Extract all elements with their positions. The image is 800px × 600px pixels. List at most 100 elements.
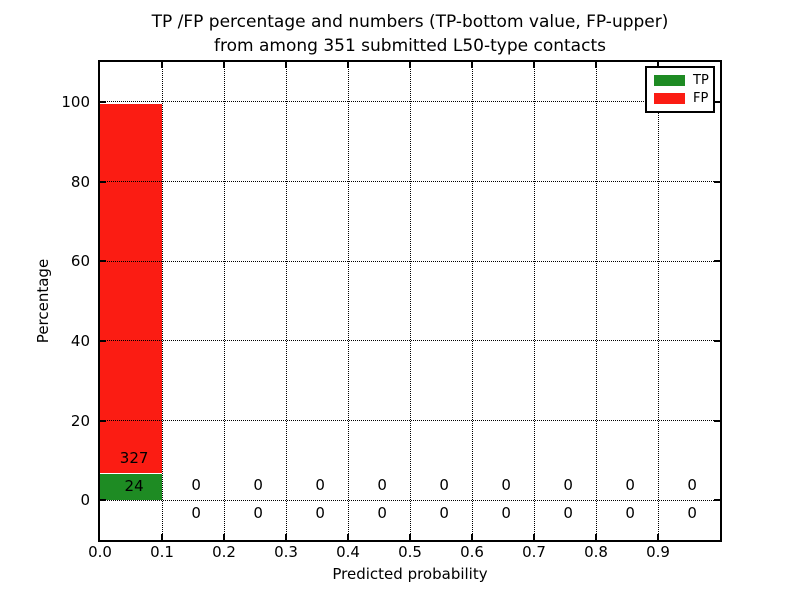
upper-zero-label: 0 bbox=[563, 476, 573, 495]
legend-item-fp: FP bbox=[654, 92, 713, 105]
x-tick-label: 0.3 bbox=[274, 543, 298, 561]
lower-zero-label: 0 bbox=[377, 503, 387, 522]
upper-zero-label: 0 bbox=[315, 476, 325, 495]
x-tick-label: 0.6 bbox=[460, 543, 484, 561]
x-tick-label: 0.8 bbox=[584, 543, 608, 561]
x-tick-label: 0.1 bbox=[150, 543, 174, 561]
x-tickmark-bottom bbox=[533, 534, 535, 540]
y-tick-label: 80 bbox=[70, 172, 90, 191]
legend-swatch-fp bbox=[654, 93, 685, 105]
x-tick-label: 0.9 bbox=[646, 543, 670, 561]
annotations-layer: 327 24 0 0 0 0 0 0 0 0 0 0 0 0 0 0 0 0 0 0 bbox=[100, 62, 720, 540]
x-tickmark-bottom bbox=[285, 534, 287, 540]
y-tick-label: 20 bbox=[70, 411, 90, 430]
lower-zero-label: 0 bbox=[253, 503, 263, 522]
y-tickmark-right bbox=[714, 419, 720, 422]
x-tickmark-top bbox=[471, 62, 473, 68]
y-tick-label: 60 bbox=[70, 252, 90, 271]
x-tickmark-bottom bbox=[409, 534, 411, 540]
chart-title: TP /FP percentage and numbers (TP-bottom… bbox=[90, 10, 730, 58]
chart-title-line2: from among 351 submitted L50-type contac… bbox=[214, 36, 606, 56]
gridline-horizontal bbox=[100, 340, 720, 342]
gridline-vertical bbox=[471, 62, 473, 540]
lower-zero-label: 0 bbox=[439, 503, 449, 522]
x-tickmark-top bbox=[161, 62, 163, 68]
tp-bar-segment bbox=[100, 472, 162, 501]
gridline-horizontal bbox=[100, 420, 720, 421]
x-tick-label: 0.2 bbox=[212, 543, 236, 561]
gridline-vertical bbox=[347, 62, 349, 540]
x-tick-label: 0.5 bbox=[398, 543, 422, 561]
gridline-vertical bbox=[533, 62, 535, 540]
lower-zero-label: 0 bbox=[625, 503, 635, 522]
x-tickmark-top bbox=[595, 62, 597, 68]
y-tickmark-left bbox=[100, 419, 106, 422]
x-tick-label: 0.0 bbox=[88, 543, 112, 561]
y-tick-label: 40 bbox=[70, 331, 90, 350]
x-tickmark-top bbox=[409, 62, 411, 68]
upper-zero-label: 0 bbox=[501, 476, 511, 495]
gridline-vertical bbox=[223, 62, 225, 540]
lower-zero-label: 0 bbox=[315, 503, 325, 522]
x-tickmark-top bbox=[657, 62, 659, 68]
bars-layer bbox=[100, 62, 720, 540]
gridline-horizontal bbox=[100, 181, 720, 182]
x-tickmark-bottom bbox=[471, 534, 473, 540]
gridline-horizontal bbox=[100, 499, 720, 501]
gridline-vertical bbox=[657, 62, 659, 540]
y-tick-label: 0 bbox=[80, 491, 90, 510]
x-tickmark-bottom bbox=[657, 534, 659, 540]
legend-label-tp: TP bbox=[693, 72, 709, 88]
upper-zero-label: 0 bbox=[191, 476, 201, 495]
x-tick-label: 0.4 bbox=[336, 543, 360, 561]
legend-item-tp: TP bbox=[654, 74, 713, 87]
fp-count-label: 327 bbox=[119, 448, 149, 467]
legend-swatch-tp bbox=[654, 74, 685, 86]
y-tickmark-left bbox=[100, 339, 106, 342]
gridline-vertical bbox=[595, 62, 597, 540]
x-tick-label: 0.7 bbox=[522, 543, 546, 561]
y-tickmark-left bbox=[100, 100, 106, 103]
lower-zero-label: 0 bbox=[501, 503, 511, 522]
tp-count-label: 24 bbox=[124, 476, 144, 495]
x-tickmark-bottom bbox=[223, 534, 225, 540]
x-tickmark-bottom bbox=[161, 534, 163, 540]
x-tickmark-top bbox=[347, 62, 349, 68]
upper-zero-label: 0 bbox=[253, 476, 263, 495]
x-tickmark-top bbox=[285, 62, 287, 68]
lower-zero-label: 0 bbox=[687, 503, 697, 522]
legend: TP FP bbox=[645, 66, 715, 113]
y-tickmark-right bbox=[714, 339, 720, 342]
upper-zero-label: 0 bbox=[439, 476, 449, 495]
gridline-vertical bbox=[409, 62, 411, 540]
x-tickmark-top bbox=[223, 62, 225, 68]
gridline-horizontal bbox=[100, 101, 720, 103]
gridline-vertical bbox=[161, 62, 163, 540]
x-tickmark-bottom bbox=[595, 534, 597, 540]
gridline-horizontal bbox=[100, 260, 720, 262]
upper-zero-label: 0 bbox=[625, 476, 635, 495]
fp-bar-segment bbox=[100, 103, 162, 474]
y-tickmark-left bbox=[100, 260, 106, 263]
y-tickmark-left bbox=[100, 180, 106, 183]
y-tickmark-left bbox=[100, 499, 106, 502]
legend-label-fp: FP bbox=[693, 91, 709, 107]
y-tickmark-right bbox=[714, 499, 720, 502]
y-axis-label: Percentage bbox=[34, 258, 52, 344]
upper-zero-label: 0 bbox=[377, 476, 387, 495]
x-axis-label: Predicted probability bbox=[332, 565, 488, 583]
grid-layer bbox=[100, 62, 720, 540]
x-tickmark-bottom bbox=[347, 534, 349, 540]
y-tickmark-right bbox=[714, 260, 720, 263]
x-tickmark-top bbox=[533, 62, 535, 68]
y-tickmark-right bbox=[714, 100, 720, 103]
plot-area: 327 24 0 0 0 0 0 0 0 0 0 0 0 0 0 0 0 0 0 0 TP FP bbox=[98, 60, 722, 542]
lower-zero-label: 0 bbox=[563, 503, 573, 522]
y-tickmark-right bbox=[714, 180, 720, 183]
ticks-layer bbox=[100, 62, 720, 540]
lower-zero-label: 0 bbox=[191, 503, 201, 522]
gridline-vertical bbox=[285, 62, 287, 540]
upper-zero-label: 0 bbox=[687, 476, 697, 495]
chart-title-line1: TP /FP percentage and numbers (TP-bottom… bbox=[151, 12, 669, 32]
